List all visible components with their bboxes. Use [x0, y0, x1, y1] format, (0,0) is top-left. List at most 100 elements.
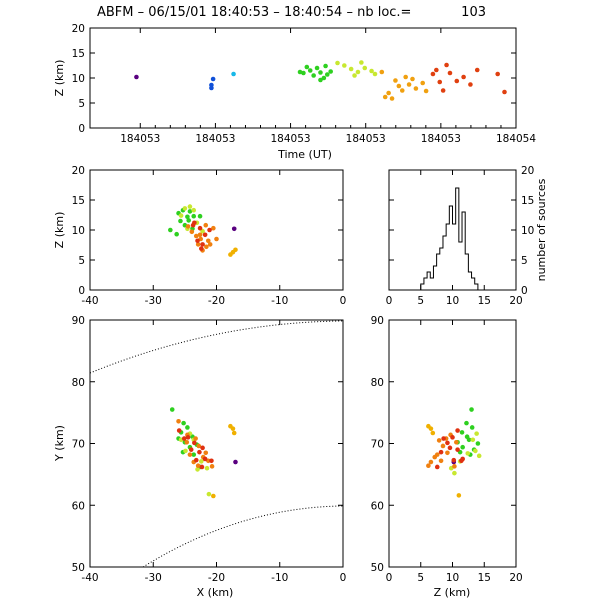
x-y-xtick-label: -20	[208, 572, 225, 584]
histogram-xtick-label: 10	[446, 295, 459, 307]
time-height-xtick-label: 184054	[496, 133, 536, 145]
time-height-point	[399, 88, 405, 93]
x-z-ytick-label: 10	[72, 225, 85, 237]
x-z-point	[231, 226, 237, 232]
z-y-point	[450, 435, 455, 440]
time-height-point	[437, 79, 443, 85]
x-z-point	[211, 225, 216, 231]
x-y-panel: 50 60 70 80 90 -40 -30 -20 -10 0 X (km) Y (km)	[53, 315, 346, 599]
histogram-xtick-label: 15	[478, 295, 491, 307]
z-y-ytick-label: 80	[371, 377, 384, 389]
z-y-point	[438, 458, 444, 464]
z-y-ytick-label: 50	[371, 562, 384, 574]
z-y-point	[456, 493, 462, 498]
x-z-point	[205, 238, 211, 244]
time-height-ytick-label: 20	[72, 23, 85, 35]
x-y-point	[183, 448, 188, 454]
x-z-point	[186, 218, 191, 223]
z-y-point	[445, 450, 450, 456]
z-y-ytick-label: 70	[371, 439, 384, 451]
z-y-point	[452, 464, 457, 469]
time-axis-label: Time (UT)	[277, 148, 332, 161]
x-y-xtick-label: -10	[271, 572, 288, 584]
histogram-xtick-label: 20	[509, 295, 522, 307]
time-height-point	[323, 63, 328, 69]
histogram-ytick-label: 15	[521, 195, 534, 207]
x-y-point	[188, 447, 194, 452]
time-height-xtick-label: 184053	[120, 133, 160, 145]
x-z-point	[195, 242, 201, 247]
x-z-ytick-label: 0	[78, 285, 85, 297]
time-height-xtick-label: 184053	[271, 133, 311, 145]
x-y-point	[197, 449, 202, 455]
time-height-point	[311, 73, 316, 78]
x-y-point	[206, 491, 212, 497]
histogram-ytick-label: 20	[521, 165, 534, 177]
z-y-point	[475, 441, 481, 446]
x-z-point	[204, 244, 209, 250]
x-z-point	[203, 222, 209, 228]
time-height-point	[352, 73, 357, 78]
x-y-point	[181, 436, 187, 441]
z-y-point	[469, 425, 475, 430]
z-y-xtick-label: 5	[417, 572, 424, 584]
x-y-ytick-label: 80	[72, 377, 85, 389]
x-y-point	[200, 445, 205, 451]
x-y-point	[209, 464, 215, 469]
time-height-ylabel: Z (km)	[53, 60, 66, 97]
x-y-xtick-label: -30	[145, 572, 162, 584]
time-height-point	[362, 65, 368, 71]
x-z-frame	[89, 169, 344, 291]
z-y-point	[445, 440, 450, 446]
time-height-point	[355, 69, 361, 75]
time-height-ytick-label: 5	[78, 98, 85, 110]
x-y-point	[195, 463, 201, 469]
x-y-point	[185, 425, 190, 430]
z-y-point	[428, 426, 434, 431]
time-height-point	[430, 71, 436, 77]
x-z-point	[197, 232, 203, 238]
time-height-point	[328, 69, 333, 74]
time-height-point	[461, 74, 466, 80]
z-y-point	[459, 458, 464, 464]
time-height-point	[502, 89, 507, 95]
x-z-xtick-label: -20	[208, 295, 225, 307]
time-height-point	[495, 71, 500, 77]
x-z-ytick-label: 20	[72, 165, 85, 177]
x-y-ytick-label: 90	[72, 315, 85, 327]
time-height-point	[372, 71, 378, 77]
z-y-xtick-label: 20	[509, 572, 522, 584]
x-z-xtick-label: -10	[271, 295, 288, 307]
time-height-point	[379, 69, 385, 75]
time-height-point	[454, 78, 460, 84]
z-y-point	[464, 420, 469, 426]
range-arc-outer	[89, 320, 344, 374]
z-y-point	[466, 437, 472, 443]
range-arc-inner	[142, 505, 344, 568]
x-y-point	[204, 465, 210, 471]
x-y-point	[195, 467, 200, 472]
time-height-point	[410, 76, 415, 82]
x-y-point	[193, 436, 198, 441]
z-y-point	[454, 439, 459, 445]
time-height-point	[301, 70, 306, 76]
x-z-point	[190, 222, 196, 228]
time-height-point	[423, 88, 429, 94]
time-height-point	[382, 94, 388, 100]
time-height-point	[420, 80, 426, 86]
x-y-point	[176, 428, 182, 433]
x-z-point	[200, 242, 205, 247]
x-y-point	[203, 450, 209, 456]
x-y-point	[209, 458, 214, 464]
time-height-point	[342, 63, 347, 68]
time-height-point	[307, 68, 313, 73]
z-y-point	[452, 470, 457, 476]
z-y-point	[430, 430, 436, 436]
time-height-point	[231, 71, 236, 77]
x-y-xlabel: X (km)	[197, 586, 234, 599]
time-height-point	[318, 77, 323, 83]
time-height-point	[396, 83, 402, 89]
x-z-point	[193, 233, 199, 239]
histogram-frame	[388, 169, 517, 291]
histogram-ylabel: number of sources	[535, 178, 548, 281]
